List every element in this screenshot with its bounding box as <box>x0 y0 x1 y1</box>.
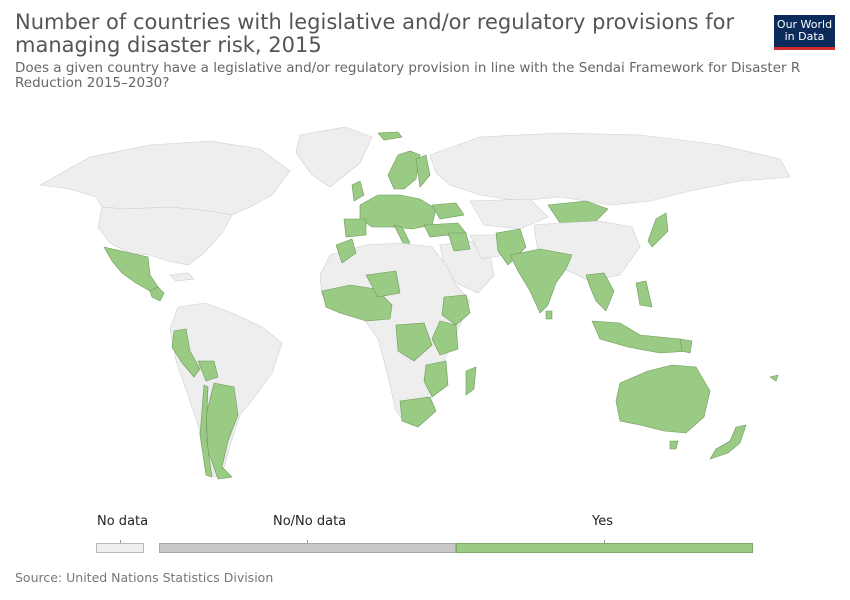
legend-swatch-no-data[interactable] <box>96 543 144 553</box>
country-finland[interactable] <box>415 154 431 188</box>
country-uk[interactable] <box>351 180 365 202</box>
legend-swatch-yes[interactable] <box>456 543 753 553</box>
country-philippines[interactable] <box>635 280 653 308</box>
country-india[interactable] <box>509 248 573 314</box>
country-peru[interactable] <box>171 328 201 378</box>
legend-label-no: No/No data <box>273 514 347 529</box>
chart-subtitle: Does a given country have a legislative … <box>15 61 850 91</box>
map-svg <box>39 126 791 480</box>
chart-title: Number of countries with legislative and… <box>15 10 735 57</box>
country-new-zealand[interactable] <box>709 424 747 460</box>
country-australia[interactable] <box>615 364 711 434</box>
source-note[interactable]: Source: United Nations Statistics Divisi… <box>15 570 274 585</box>
country-indonesia[interactable] <box>591 320 691 354</box>
country-iraq[interactable] <box>447 232 471 252</box>
country-central-america[interactable] <box>149 286 165 302</box>
country-japan[interactable] <box>647 212 669 248</box>
country-south-africa[interactable] <box>399 396 437 428</box>
country-mozambique[interactable] <box>423 360 449 398</box>
country-scandinavia[interactable] <box>387 150 421 190</box>
country-spain[interactable] <box>343 218 367 238</box>
subtitle-line-2: Reduction 2015–2030? <box>15 75 170 91</box>
country-canada[interactable] <box>39 140 291 216</box>
country-southeast-asia[interactable] <box>585 272 615 312</box>
country-png[interactable] <box>679 338 693 354</box>
country-madagascar[interactable] <box>465 366 477 396</box>
country-tasmania[interactable] <box>669 440 679 450</box>
country-morocco[interactable] <box>335 238 357 264</box>
country-chile[interactable] <box>199 384 213 478</box>
country-cuba[interactable] <box>169 272 195 282</box>
legend-tick-yes <box>604 540 605 544</box>
country-west-africa[interactable] <box>321 284 393 322</box>
country-sri-lanka[interactable] <box>545 310 553 320</box>
country-western-europe[interactable] <box>359 194 437 230</box>
legend-tick-no-data <box>120 540 121 544</box>
legend-tick-no <box>307 540 308 544</box>
logo-line-1: Our World <box>776 18 833 31</box>
country-ukraine[interactable] <box>431 202 465 220</box>
legend-label-no-data: No data <box>97 514 149 529</box>
country-niger[interactable] <box>365 270 401 298</box>
country-ethiopia[interactable] <box>441 294 471 326</box>
country-greenland[interactable] <box>295 126 373 188</box>
country-bolivia[interactable] <box>197 360 219 382</box>
logo-line-2: in Data <box>784 30 825 43</box>
country-italy[interactable] <box>393 224 411 246</box>
country-usa[interactable] <box>97 206 233 266</box>
owid-logo[interactable]: Our World in Data <box>774 15 835 50</box>
legend-swatch-no[interactable] <box>159 543 456 553</box>
country-mongolia[interactable] <box>547 200 609 224</box>
country-iceland[interactable] <box>377 131 403 141</box>
country-kazakhstan[interactable] <box>469 198 549 230</box>
country-russia[interactable] <box>429 132 791 206</box>
country-kenya[interactable] <box>431 320 459 356</box>
legend-label-yes: Yes <box>592 514 613 529</box>
world-map[interactable] <box>0 115 850 495</box>
subtitle-line-1: Does a given country have a legislative … <box>15 61 801 76</box>
country-drc[interactable] <box>395 322 433 362</box>
country-fiji[interactable] <box>769 374 779 382</box>
country-argentina[interactable] <box>205 382 239 480</box>
